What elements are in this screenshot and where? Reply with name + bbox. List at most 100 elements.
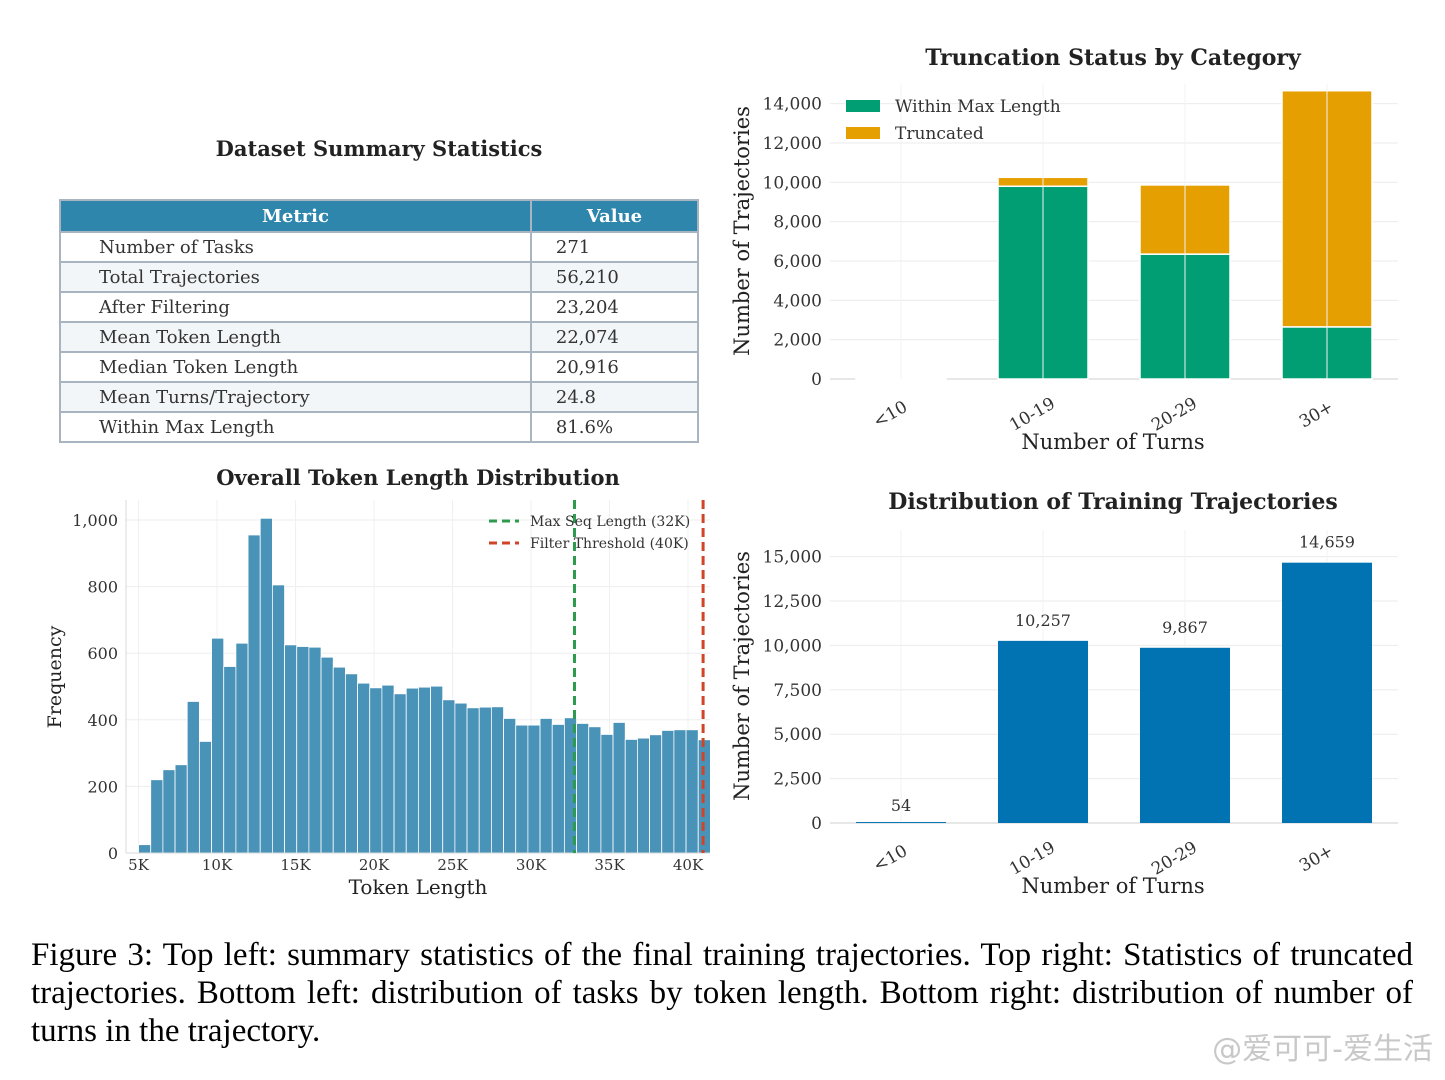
truncation-ytick-label: 4,000 — [773, 291, 822, 311]
histogram-bar — [442, 699, 456, 854]
truncation-chart-xlabel: Number of Turns — [1021, 430, 1204, 454]
value-cell: 22,074 — [529, 321, 700, 353]
truncation-bar-segment — [855, 377, 947, 380]
table-row: Mean Turns/Trajectory 24.8 — [59, 381, 700, 413]
histogram-ytick-label: 0 — [108, 844, 118, 863]
histogram-xtick-label: 25K — [437, 856, 468, 874]
legend-label-filter: Filter Threshold (40K) — [530, 536, 689, 552]
value-cell: 20,916 — [529, 351, 700, 383]
histogram-bar — [284, 644, 298, 854]
distribution-ytick-label: 0 — [811, 814, 822, 834]
legend-label-truncated: Truncated — [895, 124, 984, 144]
histogram-bar — [430, 685, 444, 854]
distribution-chart-xlabel: Number of Turns — [1021, 874, 1204, 898]
histogram-bar — [369, 687, 383, 854]
legend-label-maxseq: Max Seq Length (32K) — [530, 514, 690, 530]
histogram-bar — [417, 686, 431, 854]
histogram-xtick-label: 30K — [516, 856, 547, 874]
distribution-chart-ylabel: Number of Trajectories — [730, 551, 754, 801]
distribution-xtick-label: 20-29 — [1148, 838, 1200, 880]
histogram-bar — [186, 701, 200, 854]
distribution-bar — [1140, 647, 1230, 823]
table-title: Dataset Summary Statistics — [215, 136, 543, 161]
histogram-xtick-label: 10K — [202, 856, 233, 874]
truncation-bar-segment — [997, 185, 1089, 380]
distribution-xtick-label: <10 — [870, 841, 911, 876]
metric-cell: Number of Tasks — [59, 231, 532, 263]
value-cell: 24.8 — [529, 381, 700, 413]
distribution-bar — [856, 822, 946, 823]
histogram-bar — [466, 707, 480, 854]
histogram-bar — [588, 726, 602, 854]
histogram-xtick-label: 15K — [280, 856, 311, 874]
value-cell: 271 — [529, 231, 700, 263]
legend-swatch-within — [846, 100, 880, 112]
truncation-chart-title: Truncation Status by Category — [925, 45, 1302, 71]
histogram-ytick-label: 1,000 — [72, 511, 118, 530]
distribution-data-label: 54 — [891, 796, 911, 815]
legend-label-within: Within Max Length — [895, 97, 1061, 117]
histogram-bar — [393, 693, 407, 854]
histogram-bar — [539, 718, 553, 854]
distribution-ytick-label: 2,500 — [773, 770, 822, 790]
histogram-bar — [344, 673, 358, 854]
histogram-bar — [320, 656, 334, 854]
histogram-bar — [612, 722, 626, 854]
truncation-bar-segment — [1281, 89, 1373, 328]
table-row: Within Max Length 81.6% — [59, 411, 700, 443]
histogram-bar — [296, 646, 310, 854]
histogram-bar — [162, 769, 176, 854]
histogram-bar — [211, 637, 225, 854]
truncation-legend: Within Max Length Truncated — [846, 97, 1061, 144]
distribution-xtick-label: 30+ — [1296, 841, 1337, 876]
histogram-bar — [174, 764, 188, 854]
histogram-bar — [235, 642, 249, 854]
truncation-xtick-label: 20-29 — [1148, 394, 1200, 436]
truncation-bar-segment — [1281, 326, 1373, 380]
histogram-bar — [259, 517, 273, 854]
histogram-bar — [247, 534, 261, 854]
distribution-ytick-label: 10,000 — [763, 636, 822, 656]
histogram-bar — [515, 724, 529, 854]
histogram-xtick-label: 35K — [594, 856, 625, 874]
truncation-bar-segment — [997, 176, 1089, 188]
metric-cell: Mean Token Length — [59, 321, 532, 353]
distribution-ytick-label: 5,000 — [773, 725, 822, 745]
table-header-row: Metric Value — [59, 199, 700, 233]
metric-cell: After Filtering — [59, 291, 532, 323]
truncation-ytick-label: 10,000 — [763, 173, 822, 193]
histogram-bar — [357, 682, 371, 854]
metric-cell: Total Trajectories — [59, 261, 532, 293]
truncation-bar-segment — [1139, 184, 1231, 255]
histogram-bar — [661, 730, 675, 854]
histogram-bar — [527, 724, 541, 854]
distribution-data-label: 14,659 — [1299, 533, 1355, 552]
histogram-bar — [490, 706, 504, 854]
histogram-xtick-label: 20K — [359, 856, 390, 874]
truncation-ytick-label: 14,000 — [763, 95, 822, 115]
histogram-bar — [223, 666, 237, 854]
histogram-chart-ylabel: Frequency — [44, 625, 66, 728]
figure-caption: Figure 3: Top left: summary statistics o… — [31, 937, 1413, 1049]
histogram-bar — [563, 717, 577, 854]
truncation-ytick-label: 6,000 — [773, 252, 822, 272]
table-row: After Filtering 23,204 — [59, 291, 700, 323]
histogram-ytick-label: 200 — [87, 777, 118, 796]
value-cell: 23,204 — [529, 291, 700, 323]
histogram-bar — [332, 666, 346, 854]
histogram-bar — [697, 739, 711, 854]
histogram-bar — [551, 724, 565, 854]
summary-table: Metric Value Number of Tasks 271 Total Tr… — [59, 199, 700, 443]
histogram-bar — [198, 741, 212, 854]
histogram-bar — [636, 737, 650, 854]
table-row: Median Token Length 20,916 — [59, 351, 700, 383]
distribution-chart-title: Distribution of Training Trajectories — [888, 489, 1337, 515]
histogram-bar — [576, 723, 590, 854]
table-row: Mean Token Length 22,074 — [59, 321, 700, 353]
histogram-bar — [405, 687, 419, 854]
distribution-ytick-label: 12,500 — [763, 592, 822, 612]
histogram-ytick-label: 400 — [87, 711, 118, 730]
watermark: @爱可可-爱生活 — [1212, 1032, 1433, 1067]
